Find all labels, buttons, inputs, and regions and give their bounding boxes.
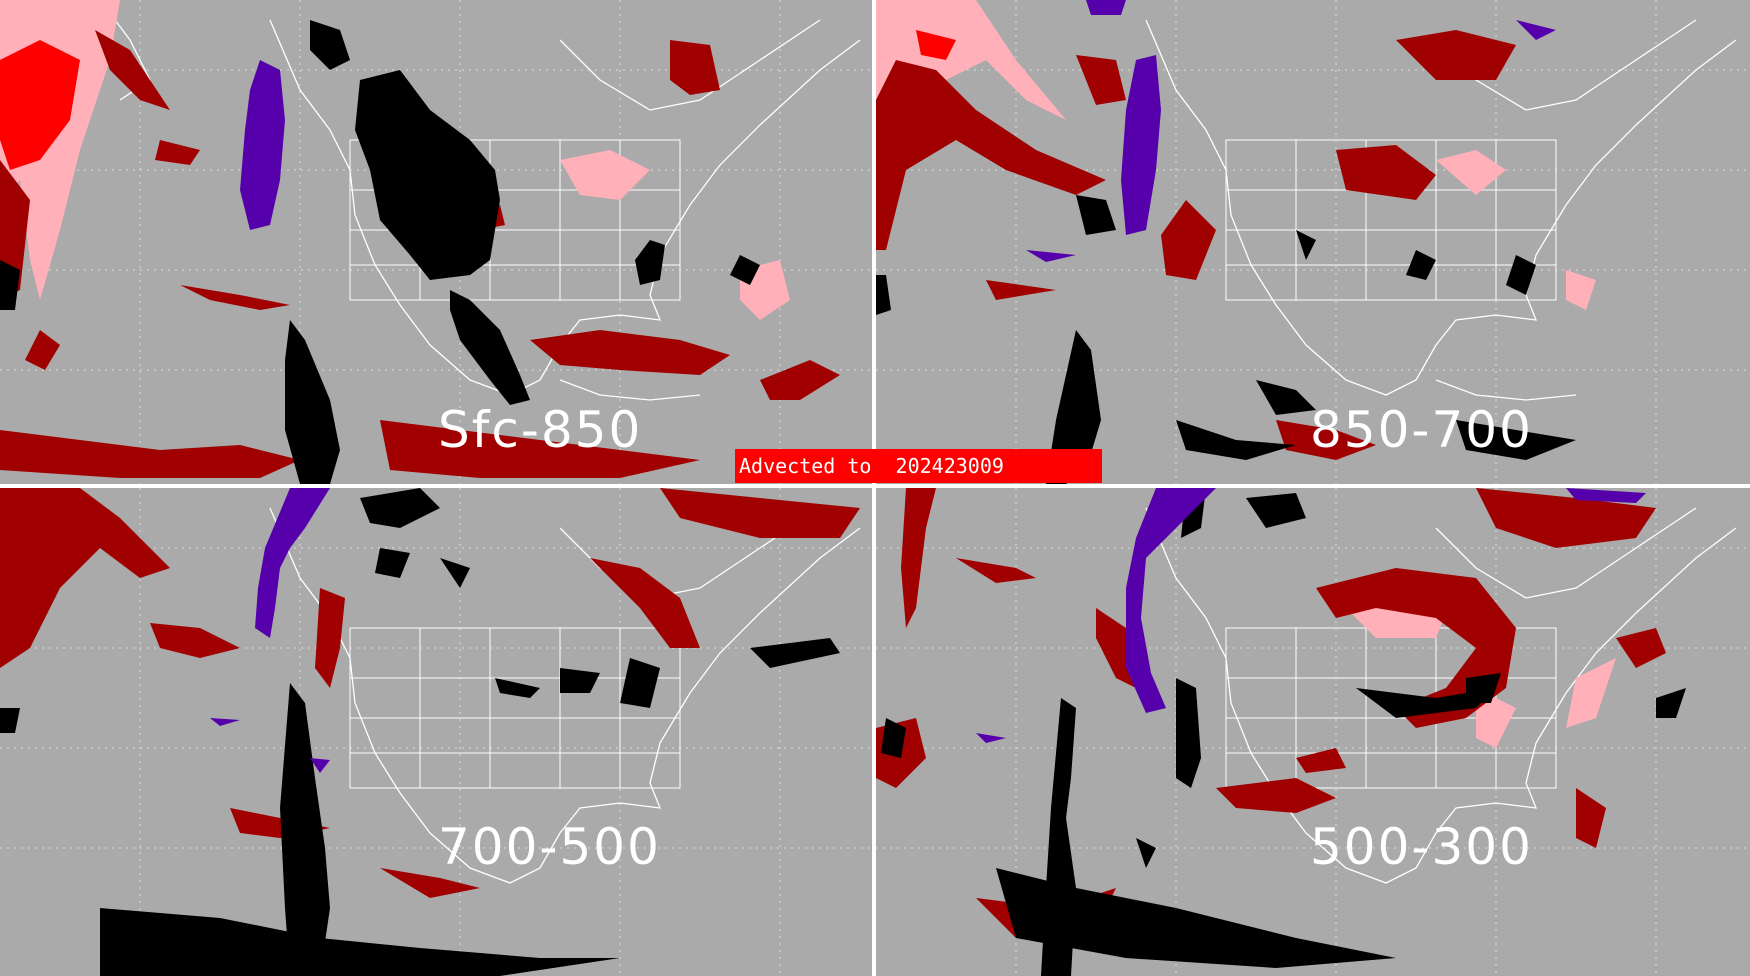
bright-red-regions (916, 30, 956, 60)
purple-regions (1026, 0, 1556, 262)
panel-700-500: 700-500 (0, 488, 872, 976)
black-regions (881, 488, 1686, 976)
panel-850-700: 850-700 (876, 0, 1750, 484)
panel-label: 700-500 (438, 818, 661, 876)
purple-regions (210, 488, 330, 773)
black-regions (0, 488, 840, 976)
map-500-300 (876, 488, 1750, 976)
horizontal-divider (0, 484, 1750, 488)
map-700-500 (0, 488, 872, 976)
panel-label: Sfc-850 (438, 401, 643, 459)
map-850-700 (876, 0, 1750, 484)
dark-red-regions (876, 30, 1516, 460)
dark-red-regions (0, 488, 860, 898)
black-regions (0, 20, 760, 484)
panel-500-300: 500-300 (876, 488, 1750, 976)
panel-label: 850-700 (1310, 401, 1533, 459)
graticule (876, 0, 1750, 484)
purple-regions (240, 60, 285, 230)
bright-red-regions (0, 40, 80, 170)
panel-label: 500-300 (1310, 818, 1533, 876)
panel-sfc-850: Sfc-850 (0, 0, 872, 484)
advected-to-banner: Advected to 202423009 (735, 449, 1102, 483)
map-sfc-850 (0, 0, 872, 484)
vertical-divider (872, 0, 876, 976)
black-regions (876, 195, 1576, 484)
purple-regions (976, 488, 1646, 743)
state-grid (349, 627, 681, 789)
dark-red-regions (0, 30, 840, 478)
dark-red-regions (876, 488, 1666, 938)
